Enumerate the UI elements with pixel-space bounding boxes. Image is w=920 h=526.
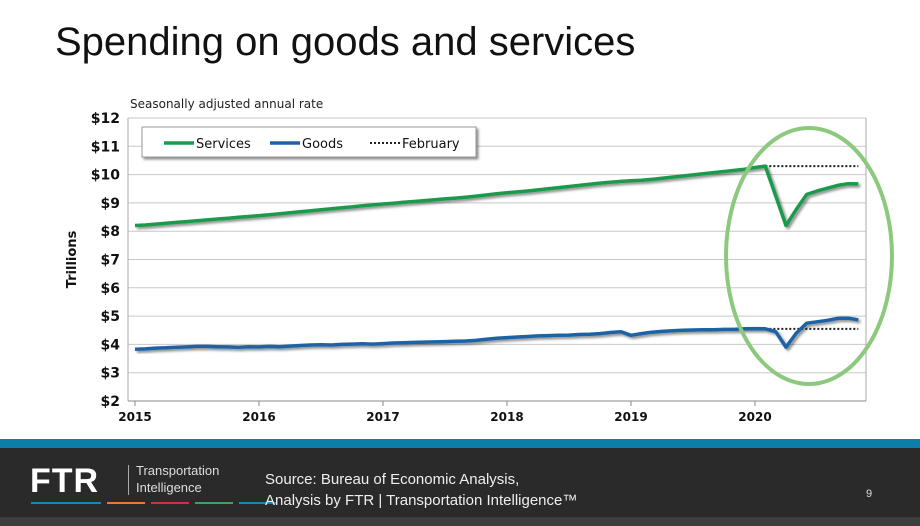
line-chart: $2 $3 $4 $5 $6 $7 $8 $9 $10 $11 $12 2015 2016 2017 201… — [65, 111, 894, 424]
y-tick-label: $8 — [101, 224, 120, 240]
x-tick-label: 2016 — [242, 410, 275, 424]
footer-bottom — [0, 517, 920, 526]
chart-subtitle: Seasonally adjusted annual rate — [130, 97, 324, 111]
logo-stripe — [151, 502, 189, 504]
y-tick-label: $11 — [91, 139, 120, 155]
ftr-logo: FTR — [30, 462, 100, 500]
logo-stripe — [239, 502, 277, 504]
legend-label-february: February — [402, 137, 460, 152]
logo-sub2: Intelligence — [136, 480, 202, 495]
x-tick-label: 2019 — [614, 410, 647, 424]
source-note: Source: Bureau of Economic Analysis, Anal… — [265, 469, 577, 511]
logo-stripe — [107, 502, 145, 504]
logo-stripe — [195, 502, 233, 504]
y-tick-label: $6 — [101, 281, 120, 297]
logo-divider — [128, 465, 129, 495]
y-tick-label: $5 — [101, 309, 120, 325]
logo-stripes — [31, 502, 277, 504]
source-line1: Source: Bureau of Economic Analysis, — [265, 471, 520, 488]
x-tick-label: 2018 — [490, 410, 523, 424]
source-line2: Analysis by FTR | Transportation Intelli… — [265, 492, 578, 509]
y-axis-label: Trillions — [65, 230, 80, 288]
highlight-ellipse — [724, 126, 894, 386]
footer — [0, 448, 920, 517]
y-tick-label: $3 — [101, 366, 120, 382]
y-tick-label: $10 — [91, 168, 120, 184]
logo-subtext: Transportation Intelligence — [136, 462, 219, 496]
y-tick-label: $12 — [91, 111, 120, 127]
x-tick-label: 2015 — [118, 410, 151, 424]
footer-band — [0, 439, 920, 448]
x-tick-label: 2017 — [366, 410, 399, 424]
legend: Services Goods February — [141, 126, 477, 158]
y-tick-label: $2 — [101, 394, 120, 410]
slide-title: Spending on goods and services — [55, 20, 636, 64]
legend-label-goods: Goods — [302, 137, 343, 152]
page-number: 9 — [866, 488, 873, 500]
y-tick-label: $9 — [101, 196, 120, 212]
legend-label-services: Services — [196, 137, 251, 152]
legend-box — [141, 126, 477, 158]
y-tick-label: $4 — [101, 337, 121, 353]
y-tick-label: $7 — [101, 253, 120, 269]
logo-sub1: Transportation — [136, 463, 220, 478]
x-tick-label: 2020 — [738, 410, 771, 424]
series-line-services — [134, 164, 859, 228]
series-line-goods — [134, 316, 859, 351]
logo-stripe — [31, 502, 101, 504]
